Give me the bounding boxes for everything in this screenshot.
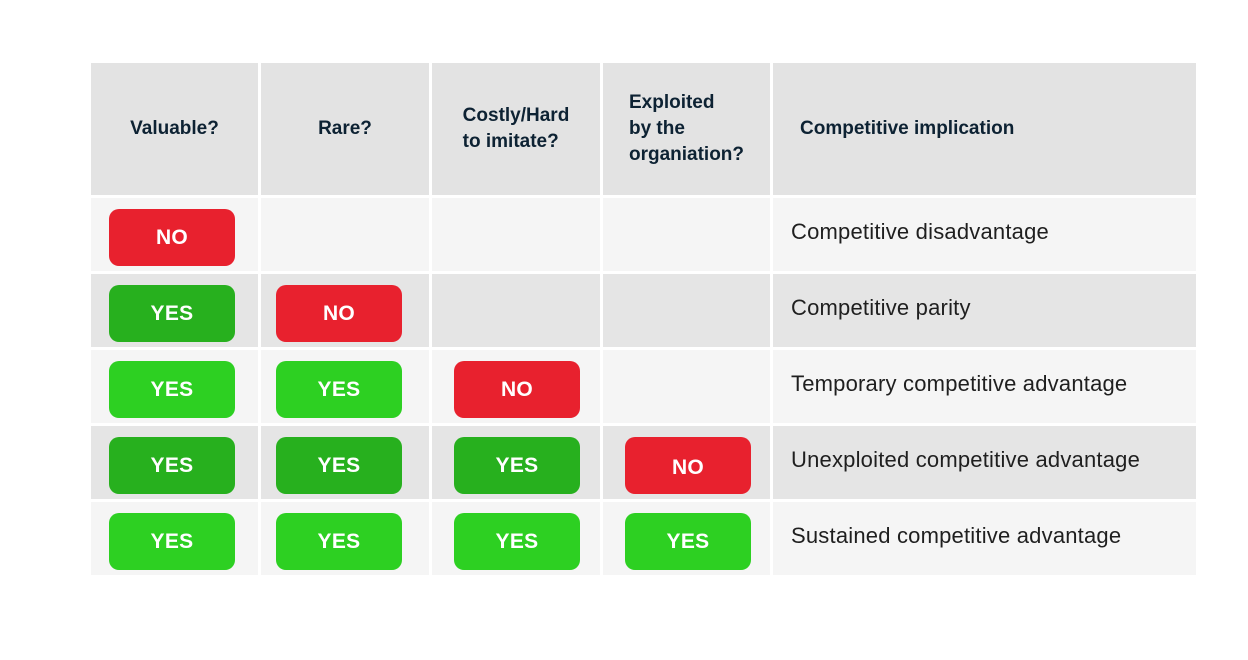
header-cell-costly: Costly/Hard to imitate? (432, 63, 600, 195)
status-badge: YES (276, 437, 402, 494)
costly-cell (432, 198, 600, 271)
exploited-cell (603, 350, 770, 423)
rare-cell: YES (261, 502, 429, 575)
implication-cell: Competitive parity (773, 274, 1196, 347)
implication-text: Sustained competitive advantage (791, 522, 1122, 548)
header-costly-label: Costly/Hard to imitate? (462, 105, 570, 152)
implication-text: Unexploited competitive advantage (791, 446, 1141, 472)
table-row: YES YES YES YES Sustained competitive ad… (91, 502, 1196, 575)
status-badge: YES (276, 513, 402, 570)
status-badge: NO (454, 361, 580, 418)
header-valuable-label: Valuable? (130, 118, 219, 139)
table-header: Valuable? Rare? Costly/Hard to imitate? … (91, 63, 1196, 195)
implication-cell: Sustained competitive advantage (773, 502, 1196, 575)
valuable-cell: YES (91, 350, 258, 423)
status-badge: YES (109, 513, 235, 570)
status-badge: YES (109, 437, 235, 494)
implication-cell: Unexploited competitive advantage (773, 426, 1196, 499)
table-row: YES NO Competitive parity (91, 274, 1196, 347)
valuable-cell: YES (91, 426, 258, 499)
exploited-cell (603, 274, 770, 347)
status-badge: NO (109, 209, 235, 266)
costly-cell (432, 274, 600, 347)
implication-cell: Competitive disadvantage (773, 198, 1196, 271)
implication-text: Temporary competitive advantage (791, 370, 1128, 396)
status-badge: YES (625, 513, 751, 570)
implication-cell: Temporary competitive advantage (773, 350, 1196, 423)
vrio-table: Valuable? Rare? Costly/Hard to imitate? … (91, 63, 1196, 577)
rare-cell: YES (261, 350, 429, 423)
exploited-cell: YES (603, 502, 770, 575)
rare-cell: NO (261, 274, 429, 347)
status-badge: NO (276, 285, 402, 342)
header-cell-rare: Rare? (261, 63, 429, 195)
costly-cell: YES (432, 502, 600, 575)
table-row: YES YES NO Temporary competitive advanta… (91, 350, 1196, 423)
status-badge: YES (109, 361, 235, 418)
header-implication-label: Competitive implication (800, 118, 1015, 139)
header-rare-label: Rare? (318, 118, 372, 139)
header-cell-implication: Competitive implication (773, 63, 1196, 195)
rare-cell (261, 198, 429, 271)
status-badge: NO (625, 437, 751, 494)
implication-text: Competitive disadvantage (791, 218, 1049, 244)
table-row: YES YES YES NO Unexploited competitive a… (91, 426, 1196, 499)
costly-cell: YES (432, 426, 600, 499)
status-badge: YES (276, 361, 402, 418)
costly-cell: NO (432, 350, 600, 423)
table-row: NO Competitive disadvantage (91, 198, 1196, 271)
valuable-cell: NO (91, 198, 258, 271)
header-exploited-label: Exploited by the organiation? (628, 92, 745, 165)
valuable-cell: YES (91, 274, 258, 347)
status-badge: YES (454, 513, 580, 570)
implication-text: Competitive parity (791, 294, 971, 320)
status-badge: YES (109, 285, 235, 342)
exploited-cell (603, 198, 770, 271)
valuable-cell: YES (91, 502, 258, 575)
status-badge: YES (454, 437, 580, 494)
rare-cell: YES (261, 426, 429, 499)
exploited-cell: NO (603, 426, 770, 499)
header-cell-valuable: Valuable? (91, 63, 258, 195)
header-cell-exploited: Exploited by the organiation? (603, 63, 770, 195)
